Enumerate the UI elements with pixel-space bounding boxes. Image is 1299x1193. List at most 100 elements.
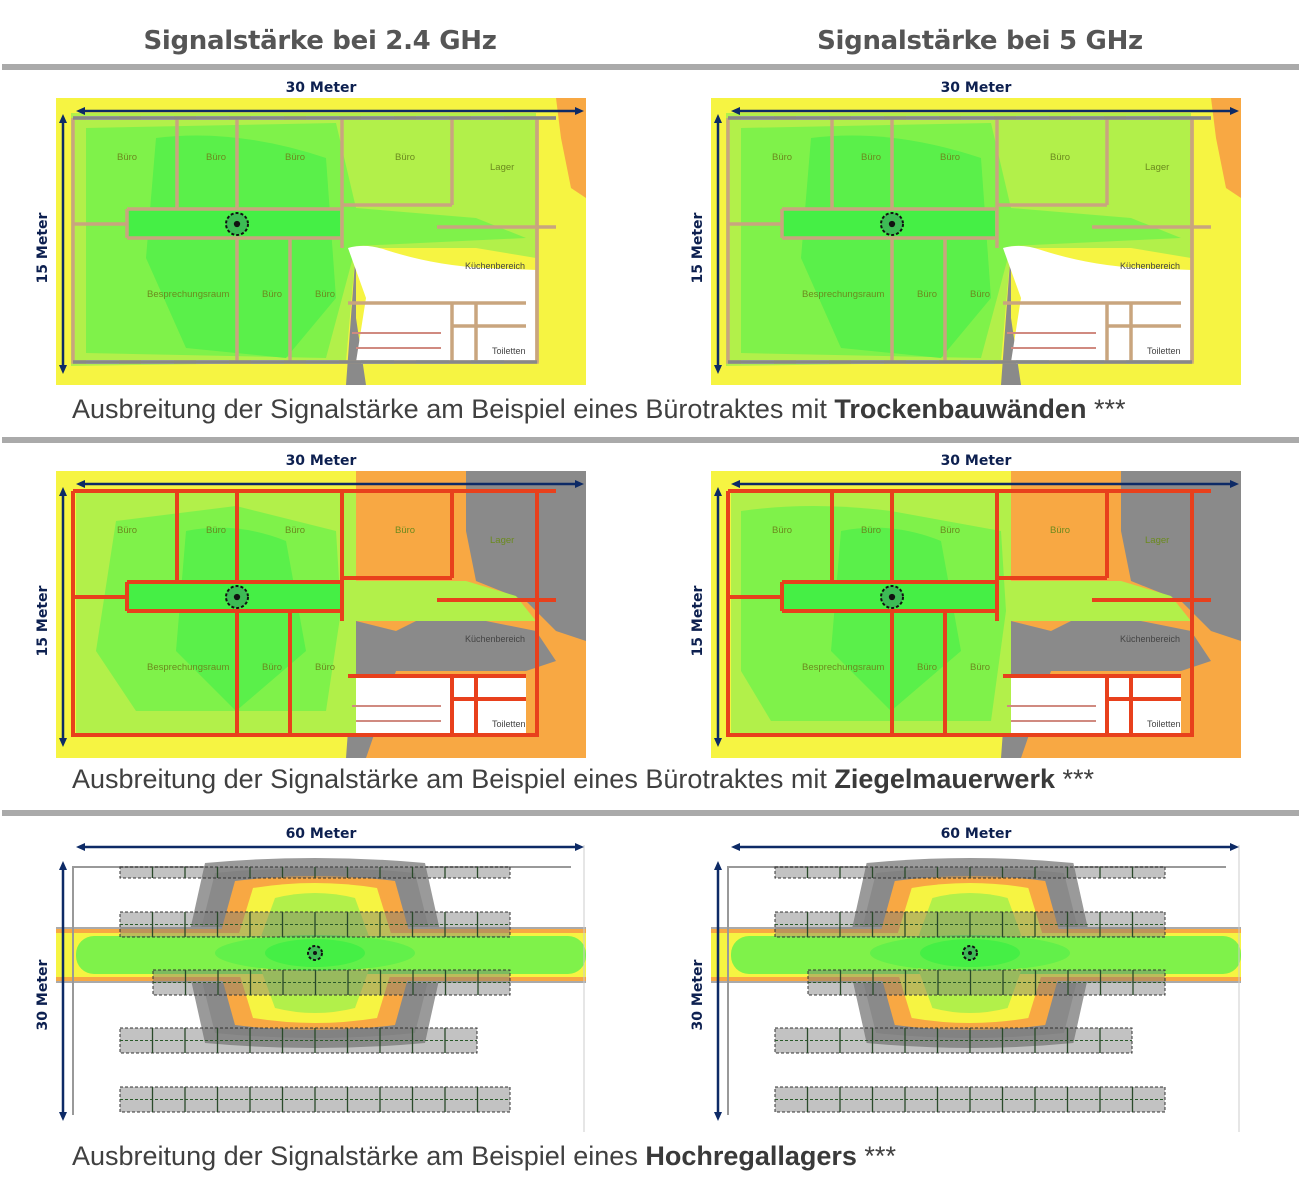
rack-row <box>774 1086 1166 1113</box>
rack-row <box>119 1086 511 1113</box>
heatmap-warehouse-2-4ghz: 60 Meter 30 Meter <box>26 825 586 1135</box>
caption-drywall: Ausbreitung der Signalstärke am Beispiel… <box>72 394 1126 424</box>
caption-brick: Ausbreitung der Signalstärke am Beispiel… <box>72 764 1095 794</box>
walls <box>71 116 556 364</box>
rack <box>152 969 511 996</box>
kitchen-counter <box>352 332 441 349</box>
wall <box>890 238 947 362</box>
rack-row <box>119 866 511 879</box>
room-label: Büro <box>206 152 226 163</box>
heat-layer <box>711 98 1241 385</box>
floor-plan: Büro Büro Büro Büro Lager Besprechungsraum Bür… <box>35 453 586 758</box>
height-label: 15 Meter <box>35 585 51 656</box>
walls <box>71 489 556 737</box>
height-label: 15 Meter <box>690 585 706 656</box>
wall <box>830 118 1109 248</box>
wall <box>175 118 454 248</box>
heat-poor <box>1211 98 1241 198</box>
wall <box>235 238 292 362</box>
kitchen-counter <box>1007 332 1096 349</box>
room-label: Besprechungsraum <box>147 662 229 673</box>
room-label: Küchenbereich <box>1120 634 1180 644</box>
rack-row <box>774 911 1166 938</box>
room-label: Besprechungsraum <box>147 289 229 300</box>
kitchen-counter <box>352 705 441 722</box>
room-label: Büro <box>970 289 990 300</box>
rack-row <box>119 911 511 938</box>
wall <box>1003 674 1181 735</box>
room-label: Büro <box>940 152 960 163</box>
height-label: 30 Meter <box>690 959 706 1030</box>
heatmap-svg: 60 Meter 30 Meter <box>35 826 586 1132</box>
room-label: Büro <box>395 525 415 536</box>
room-label: Küchenbereich <box>465 261 525 271</box>
room-label: Lager <box>490 535 514 546</box>
heatmap-svg: 60 Meter 30 Meter <box>690 826 1241 1132</box>
heat-none <box>1001 248 1021 385</box>
room-label: Büro <box>917 662 937 673</box>
room-label: Toiletten <box>492 346 526 356</box>
heat-layer <box>56 98 586 385</box>
access-point-dot <box>233 220 241 228</box>
header-5ghz: Signalstärke bei 5 GHz <box>817 26 1143 56</box>
heat-poor <box>556 98 586 198</box>
room-label: Büro <box>285 152 305 163</box>
room-label: Büro <box>1050 152 1070 163</box>
rack-row <box>774 866 1166 879</box>
walls <box>726 489 1211 737</box>
room-label: Büro <box>315 289 335 300</box>
heat-none <box>346 248 366 385</box>
heat-layer <box>711 471 1241 758</box>
wall <box>890 611 947 735</box>
height-label: 15 Meter <box>690 212 706 283</box>
wall <box>1003 301 1181 362</box>
warehouse-plan: 60 Meter 30 Meter <box>35 826 586 1132</box>
width-label: 30 Meter <box>941 80 1012 96</box>
room-label: Toiletten <box>492 719 526 729</box>
heatmap-svg: Büro Büro Büro Büro Lager Besprechungsraum Bür… <box>690 453 1241 758</box>
header-2-4ghz: Signalstärke bei 2.4 GHz <box>143 26 497 56</box>
outer-wall <box>728 116 1211 364</box>
room-label: Büro <box>917 289 937 300</box>
room-label: Büro <box>206 525 226 536</box>
height-label: 15 Meter <box>35 212 51 283</box>
outer-wall <box>73 116 556 364</box>
room-label: Büro <box>861 525 881 536</box>
room-label: Toiletten <box>1147 719 1181 729</box>
room-label: Büro <box>285 525 305 536</box>
room-label: Büro <box>1050 525 1070 536</box>
access-point-dot <box>233 593 241 601</box>
heatmap-brick-5ghz: Büro Büro Büro Büro Lager Besprechungsraum Bür… <box>681 451 1241 761</box>
separator <box>2 64 1299 70</box>
room-label: Büro <box>117 152 137 163</box>
wall <box>348 674 526 735</box>
rack-row <box>119 1027 478 1054</box>
separator <box>2 437 1299 443</box>
room-label: Küchenbereich <box>1120 261 1180 271</box>
warehouse-plan: 60 Meter 30 Meter <box>690 826 1241 1132</box>
height-label: 30 Meter <box>35 959 51 1030</box>
room-label: Büro <box>861 152 881 163</box>
wall <box>235 611 292 735</box>
room-label: Büro <box>395 152 415 163</box>
floor-plan: Büro Büro Büro Büro Lager Besprechungsraum Bür… <box>690 453 1241 758</box>
kitchen-counter <box>1007 705 1096 722</box>
room-label: Toiletten <box>1147 346 1181 356</box>
heat-none <box>346 471 586 758</box>
heatmap-svg: Büro Büro Büro Büro Lager Besprechungsraum Bür… <box>35 80 586 385</box>
heatmap-drywall-2-4ghz: Büro Büro Büro Büro Lager Besprechungsraum Bür… <box>26 78 586 388</box>
floor-plan: Büro Büro Büro Büro Lager Besprechungsraum Bür… <box>690 80 1241 385</box>
access-point-dot <box>968 951 972 955</box>
room-label: Büro <box>772 152 792 163</box>
wall <box>830 491 1109 621</box>
heat-strong-outer <box>831 527 961 711</box>
room-label: Büro <box>262 662 282 673</box>
room-label: Büro <box>940 525 960 536</box>
room-label: Lager <box>1145 162 1169 173</box>
room-label: Büro <box>970 662 990 673</box>
heatmap-svg: Büro Büro Büro Büro Lager Besprechungsraum Bür… <box>690 80 1241 385</box>
access-point-dot <box>313 951 317 955</box>
heat-layer <box>56 471 586 758</box>
width-label: 30 Meter <box>286 453 357 469</box>
floor-plan: Büro Büro Büro Büro Lager Besprechungsraum Bür… <box>35 80 586 385</box>
